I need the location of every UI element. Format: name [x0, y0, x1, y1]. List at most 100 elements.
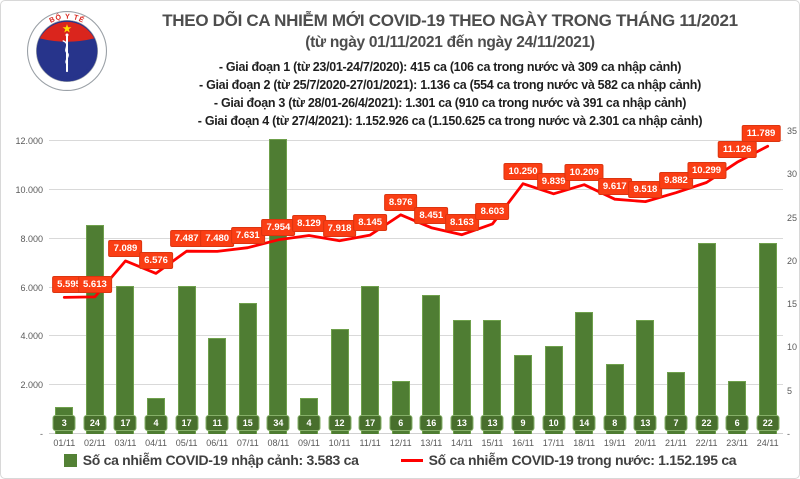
- right-axis-tick-label: 20: [787, 255, 798, 266]
- x-axis-label: 23/11: [726, 438, 749, 448]
- line-data-label: 9.617: [597, 178, 632, 196]
- right-axis-tick-label: 35: [787, 126, 798, 136]
- x-axis-label: 10/11: [328, 438, 351, 448]
- left-axis-tick-label: 2.000: [20, 380, 43, 391]
- bar: [697, 242, 716, 434]
- bar: [452, 320, 471, 434]
- line-data-label: 11.789: [741, 125, 781, 143]
- line-data-label: 7.954: [261, 218, 296, 236]
- line-data-label: 8.603: [475, 202, 510, 220]
- flag-red-segment: [39, 21, 95, 42]
- bar-value-label: 16: [419, 415, 443, 431]
- bar-value-label: 34: [266, 415, 290, 431]
- x-axis-label: 24/11: [756, 438, 779, 448]
- bar-value-label: 13: [480, 415, 504, 431]
- bar: [483, 320, 502, 434]
- left-axis-tick-label: 12.000: [15, 136, 43, 146]
- left-axis-tick-label: 10.000: [15, 184, 43, 195]
- x-axis-label: 17/11: [542, 438, 565, 448]
- line-data-label: 8.163: [444, 213, 479, 231]
- right-axis-tick-label: 5: [787, 385, 793, 396]
- line-data-label: 10.299: [687, 161, 727, 179]
- gridline: [49, 188, 783, 190]
- line-data-label: 5.613: [77, 275, 112, 293]
- svg-text:BỘ Y TẾ: BỘ Y TẾ: [48, 12, 87, 25]
- gridline: [49, 237, 783, 239]
- x-axis-label: 12/11: [389, 438, 412, 448]
- right-axis-tick-label: 10: [787, 342, 798, 353]
- bar: [575, 311, 594, 434]
- bar-value-label: 22: [695, 415, 719, 431]
- x-axis-label: 20/11: [634, 438, 657, 448]
- line-swatch-icon: [400, 458, 423, 462]
- x-axis-label: 09/11: [298, 438, 320, 448]
- line-data-label: 7.487: [169, 230, 204, 248]
- bar: [269, 138, 288, 434]
- bar: [636, 320, 655, 434]
- right-axis-tick-label: 30: [787, 169, 798, 180]
- logo-top-text: BỘ Y TẾ: [48, 12, 86, 25]
- x-axis-label: 19/11: [603, 438, 626, 448]
- bar: [116, 285, 135, 434]
- left-axis-tick-label: 8.000: [20, 233, 43, 244]
- line-data-label: 8.976: [383, 193, 418, 211]
- x-axis-label: 08/11: [267, 438, 290, 448]
- line-data-label: 6.576: [139, 252, 173, 270]
- bar-value-label: 17: [358, 415, 382, 431]
- bar: [177, 285, 196, 434]
- bar-value-label: 9: [511, 415, 535, 431]
- x-axis-label: 02/11: [83, 438, 106, 448]
- asclepius-staff-icon: [62, 33, 69, 73]
- x-axis-line: [49, 433, 783, 434]
- bar-value-label: 13: [450, 415, 474, 431]
- bar-value-label: 6: [725, 415, 749, 431]
- phase-3-line: - Giai đoạn 3 (từ 28/01-26/4/2021): 1.30…: [213, 96, 687, 110]
- x-axis-label: 04/11: [145, 438, 167, 448]
- line-data-label: 7.089: [108, 239, 143, 257]
- bar: [238, 303, 257, 434]
- bar-value-label: 8: [603, 415, 627, 431]
- bar-value-label: 17: [113, 415, 137, 431]
- bar: [330, 329, 349, 434]
- x-axis-label: 21/11: [665, 438, 687, 448]
- bar: [208, 337, 227, 434]
- legend-item-domestic: Số ca nhiễm COVID-19 trong nước: 1.152.1…: [400, 452, 737, 468]
- x-axis-label: 16/11: [512, 438, 534, 448]
- bar-value-label: 12: [328, 415, 352, 431]
- bar-value-label: 13: [633, 415, 657, 431]
- line-data-label: 7.631: [230, 226, 265, 244]
- page-subtitle: (từ ngày 01/11/2021 đến ngày 24/11/2021): [305, 34, 595, 51]
- right-axis-tick-label: 15: [787, 299, 798, 310]
- bar: [758, 242, 777, 434]
- right-axis-tick-label: 25: [787, 212, 798, 223]
- plot-area: 3 01/11 24 02/11 17 03/11 4 04/11 17 05/11 11 06/11…: [49, 125, 783, 448]
- legend-label-domestic: Số ca nhiễm COVID-19 trong nước: 1.152.1…: [428, 452, 737, 468]
- legend-item-imported: Số ca nhiễm COVID-19 nhập cảnh: 3.583 ca: [63, 452, 359, 468]
- bar-swatch-icon: [63, 453, 77, 467]
- x-axis-label: 22/11: [695, 438, 718, 448]
- bar: [422, 294, 441, 434]
- line-data-label: 8.129: [292, 214, 326, 232]
- left-axis-tick-label: 4.000: [20, 331, 43, 342]
- bar-value-label: 4: [144, 415, 168, 431]
- gridline: [49, 335, 783, 337]
- line-data-label: 7.480: [200, 230, 235, 248]
- phase-1-line: - Giai đoạn 1 (từ 23/01-24/7/2020): 415 …: [218, 60, 682, 74]
- left-axis-tick-label: 6.000: [20, 282, 43, 293]
- x-axis-label: 01/11: [53, 438, 76, 448]
- left-axis-tick-label: -: [40, 429, 43, 439]
- x-axis-label: 03/11: [114, 438, 137, 448]
- bar-value-label: 11: [205, 415, 229, 431]
- x-axis-label: 07/11: [236, 438, 259, 448]
- chart-header: THEO DÕI CA NHIỄM MỚI COVID-19 THEO NGÀY…: [119, 11, 781, 130]
- bar-value-label: 17: [175, 415, 199, 431]
- phase-summary-block: - Giai đoạn 1 (từ 23/01-24/7/2020): 415 …: [119, 58, 781, 130]
- line-data-label: 9.518: [628, 180, 663, 198]
- bar-value-label: 24: [83, 415, 107, 431]
- bar-value-label: 4: [297, 415, 321, 431]
- x-axis-label: 06/11: [206, 438, 229, 448]
- ministry-of-health-logo: BỘ Y TẾ MINISTRY OF HEALTH: [26, 10, 108, 92]
- bar-value-label: 22: [756, 415, 780, 431]
- line-data-label: 8.145: [353, 214, 388, 232]
- x-axis-label: 11/11: [359, 438, 381, 448]
